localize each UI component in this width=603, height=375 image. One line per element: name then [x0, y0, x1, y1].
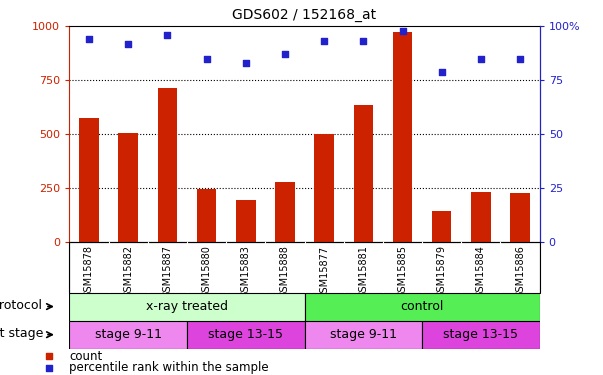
Point — [398, 28, 408, 34]
Bar — [510, 194, 530, 242]
Point — [162, 32, 172, 38]
Bar — [393, 32, 412, 242]
Text: GSM15888: GSM15888 — [280, 245, 290, 298]
Point — [241, 60, 251, 66]
Point — [437, 69, 446, 75]
Text: GSM15878: GSM15878 — [84, 245, 94, 298]
Text: GSM15879: GSM15879 — [437, 245, 447, 298]
Point — [123, 40, 133, 46]
Point — [201, 56, 212, 62]
Text: GSM15887: GSM15887 — [162, 245, 172, 298]
Text: GSM15877: GSM15877 — [319, 245, 329, 298]
Text: GSM15884: GSM15884 — [476, 245, 486, 298]
Bar — [305, 292, 540, 321]
Point — [515, 56, 525, 62]
Bar — [236, 200, 256, 242]
Point — [45, 364, 54, 370]
Point — [320, 38, 329, 44]
Title: GDS602 / 152168_at: GDS602 / 152168_at — [232, 9, 377, 22]
Bar — [118, 133, 138, 242]
Point — [45, 353, 54, 359]
Bar — [275, 182, 295, 242]
Bar — [69, 292, 305, 321]
Bar — [471, 192, 491, 242]
Text: GSM15885: GSM15885 — [397, 245, 408, 298]
Point — [84, 36, 94, 42]
Bar — [79, 118, 99, 242]
Point — [358, 38, 368, 44]
Bar — [69, 321, 187, 349]
Text: stage 9-11: stage 9-11 — [95, 328, 162, 341]
Text: stage 13-15: stage 13-15 — [443, 328, 519, 341]
Text: protocol: protocol — [0, 298, 43, 312]
Bar — [314, 134, 334, 242]
Bar — [187, 321, 305, 349]
Bar — [197, 189, 216, 242]
Text: development stage: development stage — [0, 327, 43, 340]
Text: GSM15883: GSM15883 — [241, 245, 251, 298]
Text: percentile rank within the sample: percentile rank within the sample — [69, 361, 269, 374]
Text: GSM15881: GSM15881 — [358, 245, 368, 298]
Text: stage 9-11: stage 9-11 — [330, 328, 397, 341]
Point — [476, 56, 486, 62]
Bar — [422, 321, 540, 349]
Text: GSM15882: GSM15882 — [123, 245, 133, 298]
Text: GSM15886: GSM15886 — [515, 245, 525, 298]
Bar — [432, 211, 452, 242]
Text: control: control — [400, 300, 444, 313]
Point — [280, 51, 290, 57]
Bar — [157, 88, 177, 242]
Text: stage 13-15: stage 13-15 — [208, 328, 283, 341]
Bar — [305, 321, 422, 349]
Bar — [353, 105, 373, 242]
Text: count: count — [69, 350, 103, 363]
Text: x-ray treated: x-ray treated — [146, 300, 228, 313]
Text: GSM15880: GSM15880 — [201, 245, 212, 298]
